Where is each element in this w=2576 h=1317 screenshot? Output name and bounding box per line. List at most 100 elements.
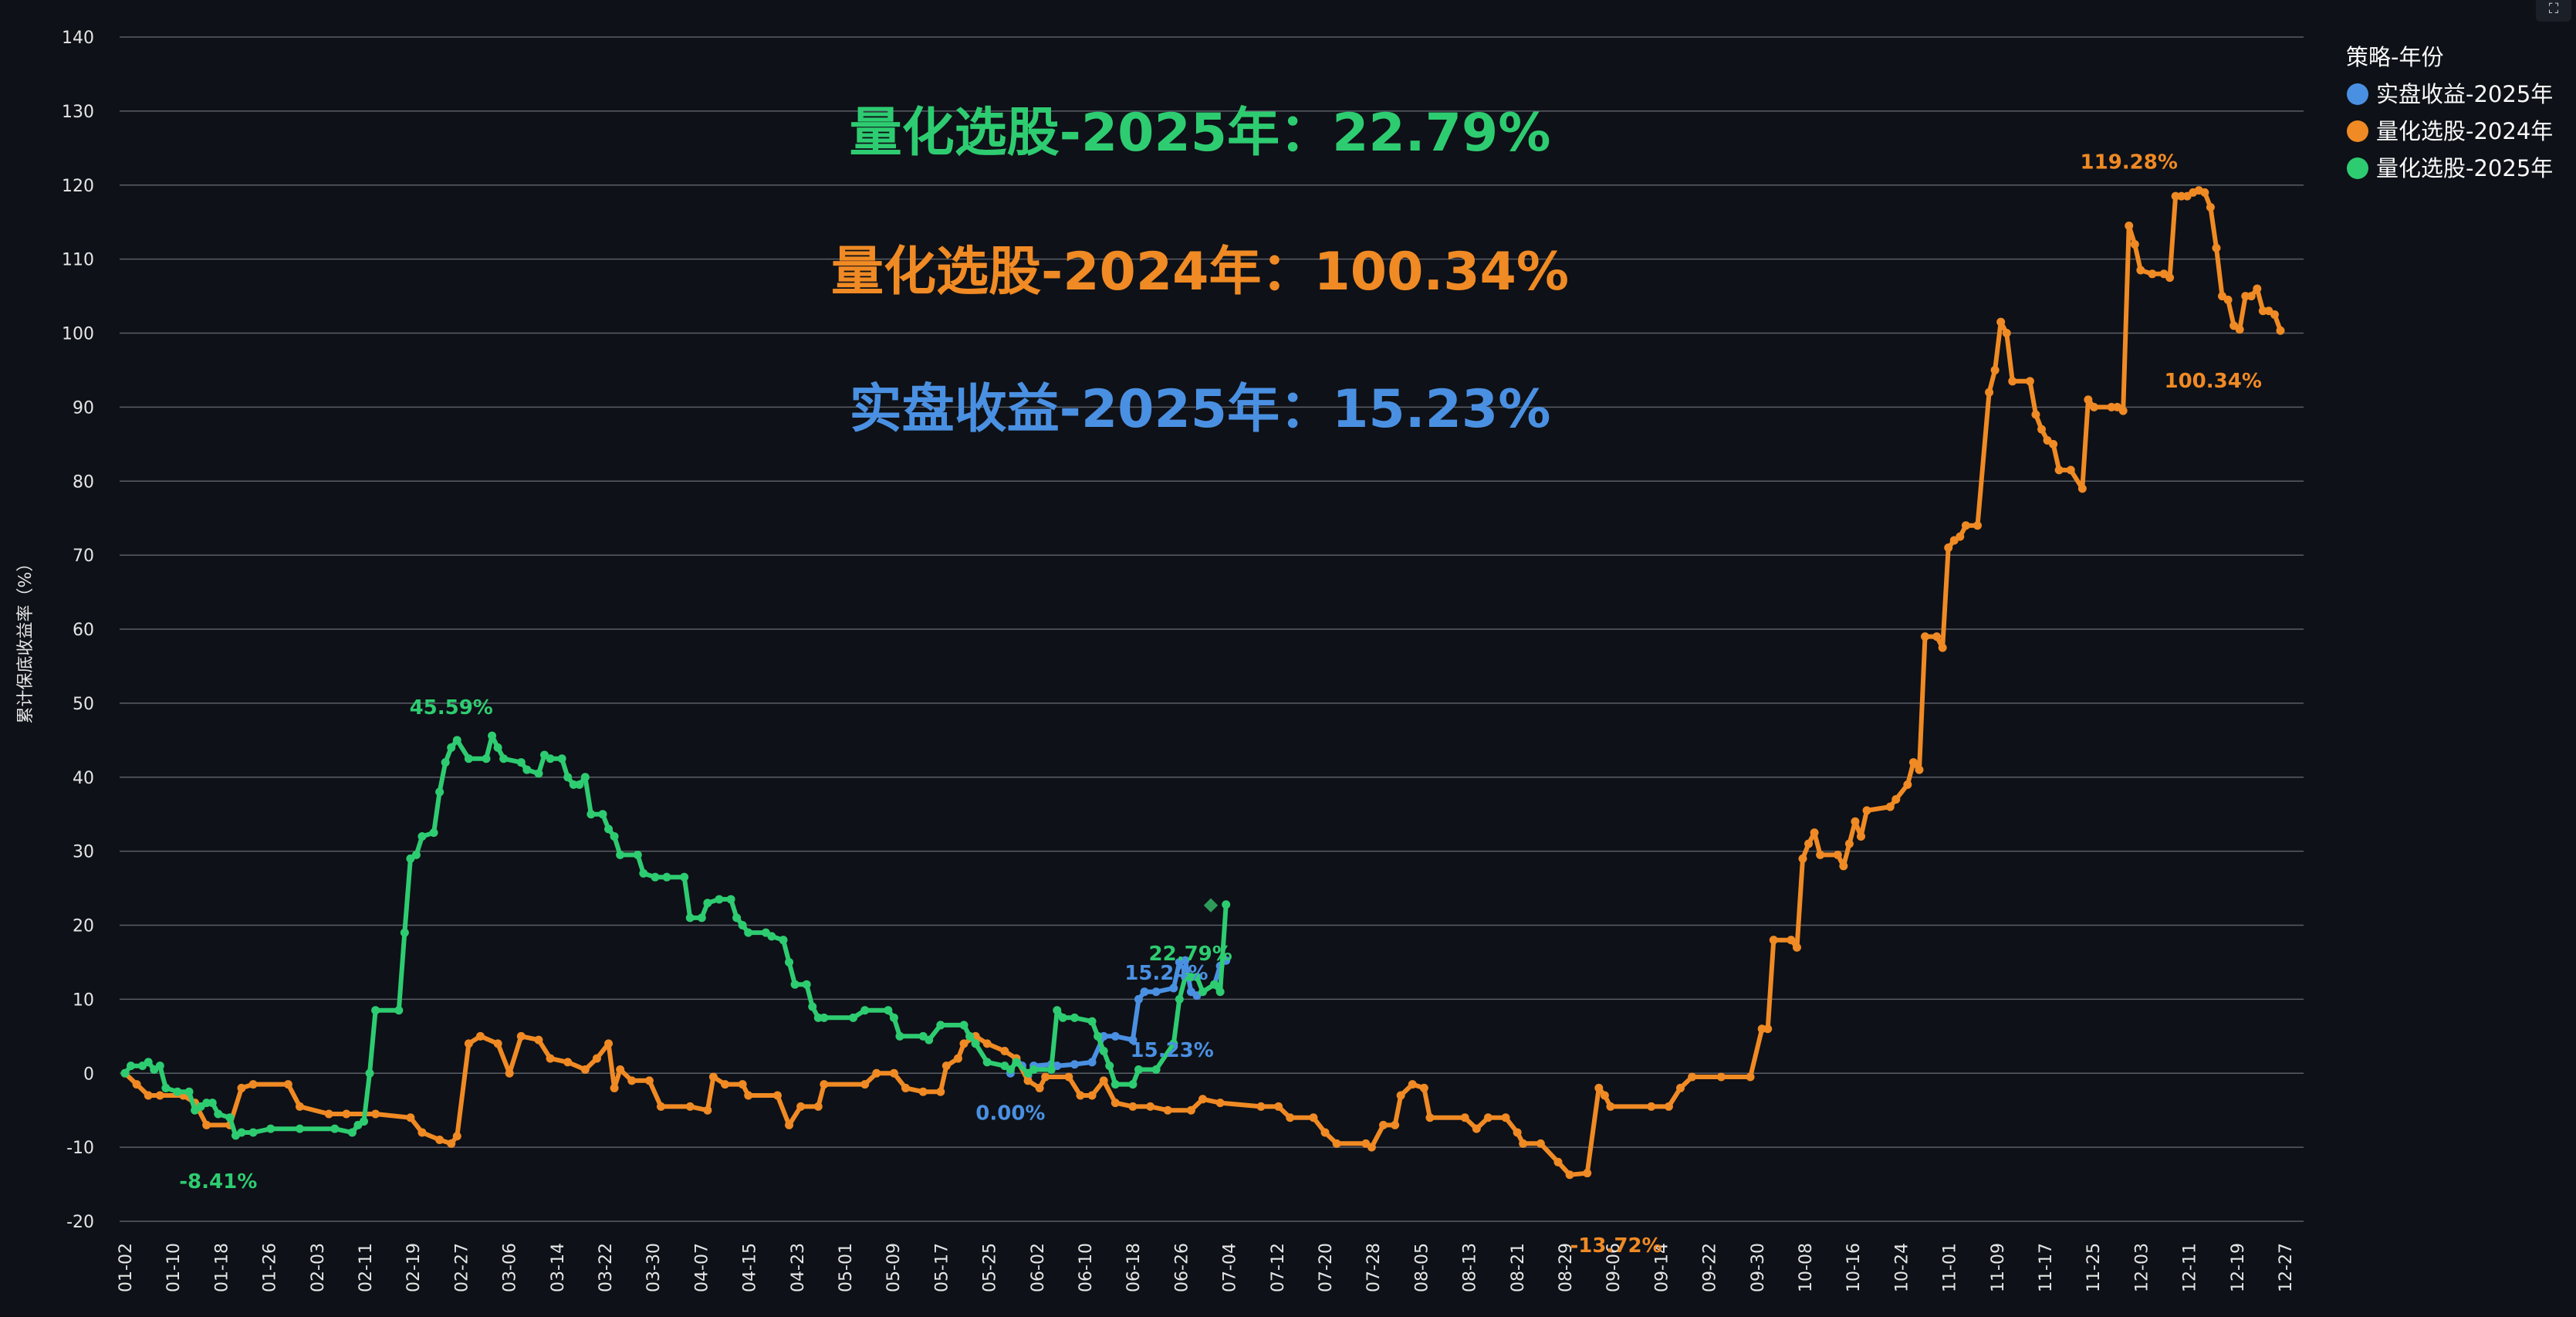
data-point[interactable] [1087,1091,1097,1100]
data-point[interactable] [1810,828,1819,838]
data-point[interactable] [1851,817,1860,826]
data-point[interactable] [1151,987,1161,997]
data-point[interactable] [616,850,625,859]
data-point[interactable] [447,743,456,752]
data-point[interactable] [1099,1031,1108,1041]
data-point[interactable] [464,1039,473,1048]
data-point[interactable] [2130,239,2139,249]
data-point[interactable] [295,1102,304,1111]
data-point[interactable] [959,1021,969,1030]
data-point[interactable] [569,780,578,789]
data-point[interactable] [1746,1072,1755,1082]
data-point[interactable] [580,1065,590,1074]
data-point[interactable] [2212,243,2221,252]
data-point[interactable] [872,1068,881,1078]
data-point[interactable] [1332,1139,1341,1148]
data-point[interactable] [813,1013,823,1022]
data-point[interactable] [214,1109,223,1119]
data-point[interactable] [1908,758,1918,767]
data-point[interactable] [1000,1046,1009,1055]
data-point[interactable] [2084,395,2093,405]
data-point[interactable] [202,1099,211,1108]
data-point[interactable] [813,1102,823,1111]
data-point[interactable] [1035,1083,1044,1092]
data-point[interactable] [889,1068,898,1078]
data-point[interactable] [820,1013,829,1022]
data-point[interactable] [732,913,742,923]
data-point[interactable] [651,872,660,882]
data-point[interactable] [522,765,532,774]
data-point[interactable] [2246,292,2256,301]
data-point[interactable] [144,1091,153,1100]
data-point[interactable] [155,1091,164,1100]
data-point[interactable] [703,1105,712,1115]
data-point[interactable] [715,895,724,904]
data-point[interactable] [1309,1113,1318,1122]
data-point[interactable] [1222,900,1231,909]
data-point[interactable] [1664,1102,1673,1111]
data-point[interactable] [225,1113,235,1122]
data-point[interactable] [1973,521,1982,530]
data-point[interactable] [499,754,509,763]
data-point[interactable] [1769,936,1778,945]
data-point[interactable] [342,1109,351,1119]
data-point[interactable] [488,731,497,740]
data-point[interactable] [820,1080,829,1089]
data-point[interactable] [680,872,689,882]
data-point[interactable] [1023,1076,1033,1085]
data-point[interactable] [120,1068,130,1078]
data-point[interactable] [371,1006,380,1015]
data-point[interactable] [1076,1091,1085,1100]
data-point[interactable] [2025,377,2034,386]
data-point[interactable] [237,1128,246,1137]
data-point[interactable] [248,1128,258,1137]
data-point[interactable] [418,1128,427,1137]
data-point[interactable] [1210,980,1219,989]
data-point[interactable] [1215,987,1225,997]
data-point[interactable] [2089,402,2098,411]
data-point[interactable] [482,754,491,763]
data-point[interactable] [644,1076,654,1085]
data-point[interactable] [1921,632,1930,642]
data-point[interactable] [580,773,590,782]
data-point[interactable] [493,743,502,752]
data-point[interactable] [1186,973,1195,982]
data-point[interactable] [1716,1072,1726,1082]
data-point[interactable] [1134,1065,1143,1074]
data-point[interactable] [901,1083,911,1092]
data-point[interactable] [2125,221,2134,230]
data-point[interactable] [884,1006,893,1015]
data-point[interactable] [1169,984,1178,993]
data-point[interactable] [598,810,607,819]
data-point[interactable] [1064,1072,1073,1082]
data-point[interactable] [1163,1105,1172,1115]
data-point[interactable] [895,1031,904,1041]
data-point[interactable] [1944,543,1953,553]
data-point[interactable] [359,1117,368,1126]
data-point[interactable] [982,1058,992,1067]
data-point[interactable] [860,1080,870,1089]
data-point[interactable] [1862,806,1871,815]
data-point[interactable] [1519,1139,1528,1148]
data-point[interactable] [587,810,596,819]
data-point[interactable] [796,1102,806,1111]
data-point[interactable] [1565,1170,1574,1180]
data-point[interactable] [941,1061,951,1071]
data-point[interactable] [802,980,811,989]
data-point[interactable] [790,980,800,989]
data-point[interactable] [406,1113,415,1122]
data-point[interactable] [1396,1091,1405,1100]
legend-entry[interactable]: 量化选股-2024年 [2347,118,2553,144]
data-point[interactable] [2200,188,2209,197]
data-point[interactable] [144,1058,153,1067]
data-point[interactable] [965,1031,975,1041]
data-point[interactable] [1938,643,1947,652]
data-point[interactable] [435,787,445,797]
legend-entry[interactable]: 实盘收益-2025年 [2347,81,2553,107]
data-point[interactable] [1256,1102,1266,1111]
data-point[interactable] [849,1013,858,1022]
data-point[interactable] [208,1099,217,1108]
data-point[interactable] [418,831,427,841]
data-point[interactable] [1046,1065,1056,1074]
data-point[interactable] [1472,1124,1481,1133]
